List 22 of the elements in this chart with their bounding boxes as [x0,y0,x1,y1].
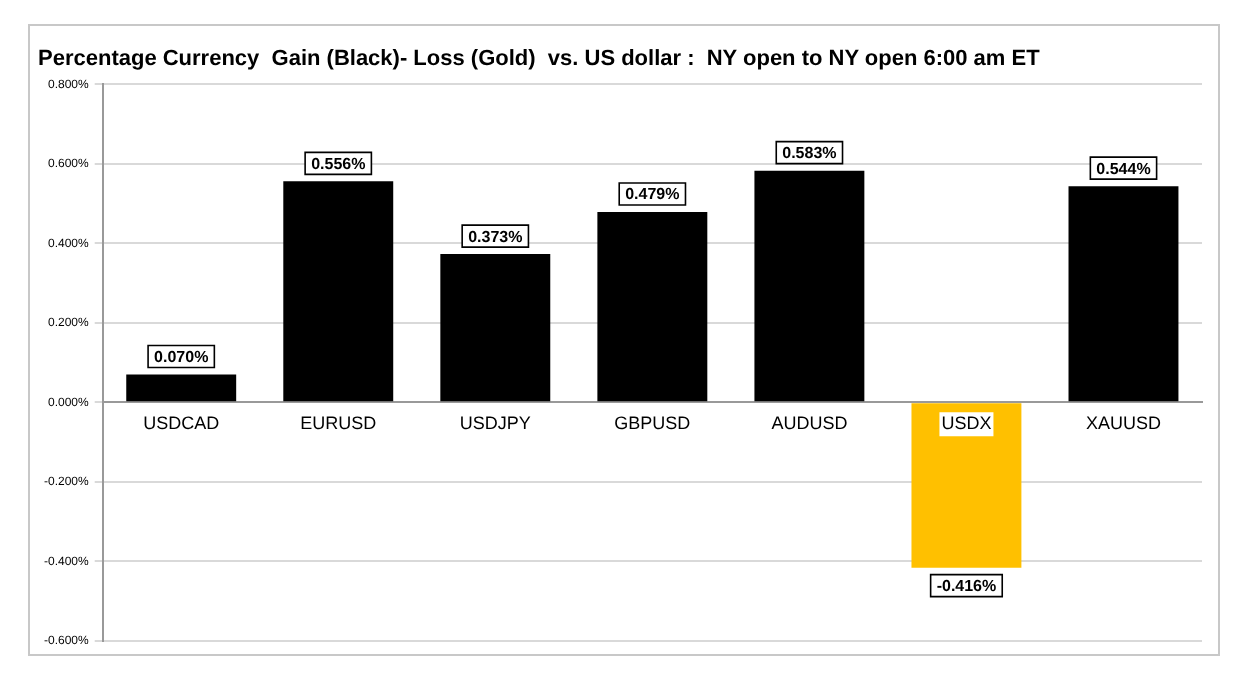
bar [440,254,551,402]
chart-title: Percentage Currency Gain (Black)- Loss (Gold) vs. US dollar : NY open to NY open 6:00 am ET [38,47,1041,72]
data-label: 0.583% [782,144,837,163]
bar [911,403,1022,568]
bar [1068,186,1179,402]
bar [283,181,394,402]
data-label: 0.556% [311,154,366,173]
x-tick-label: USDJPY [459,413,531,434]
x-tick-label: EURUSD [300,413,378,434]
bar [597,211,708,402]
bar [754,170,865,402]
x-tick-label: XAUUSD [1085,413,1162,434]
x-tick-label: USDX [941,413,992,434]
x-tick-label: USDCAD [143,413,221,434]
data-label: 0.070% [154,347,209,366]
data-label: -0.416% [936,577,997,596]
x-tick-label: AUDUSD [771,413,849,434]
x-tick-label: GBPUSD [614,413,692,434]
bar [126,374,237,402]
data-label: 0.544% [1096,159,1151,178]
data-label: 0.373% [468,227,523,246]
data-label: 0.479% [625,185,680,204]
